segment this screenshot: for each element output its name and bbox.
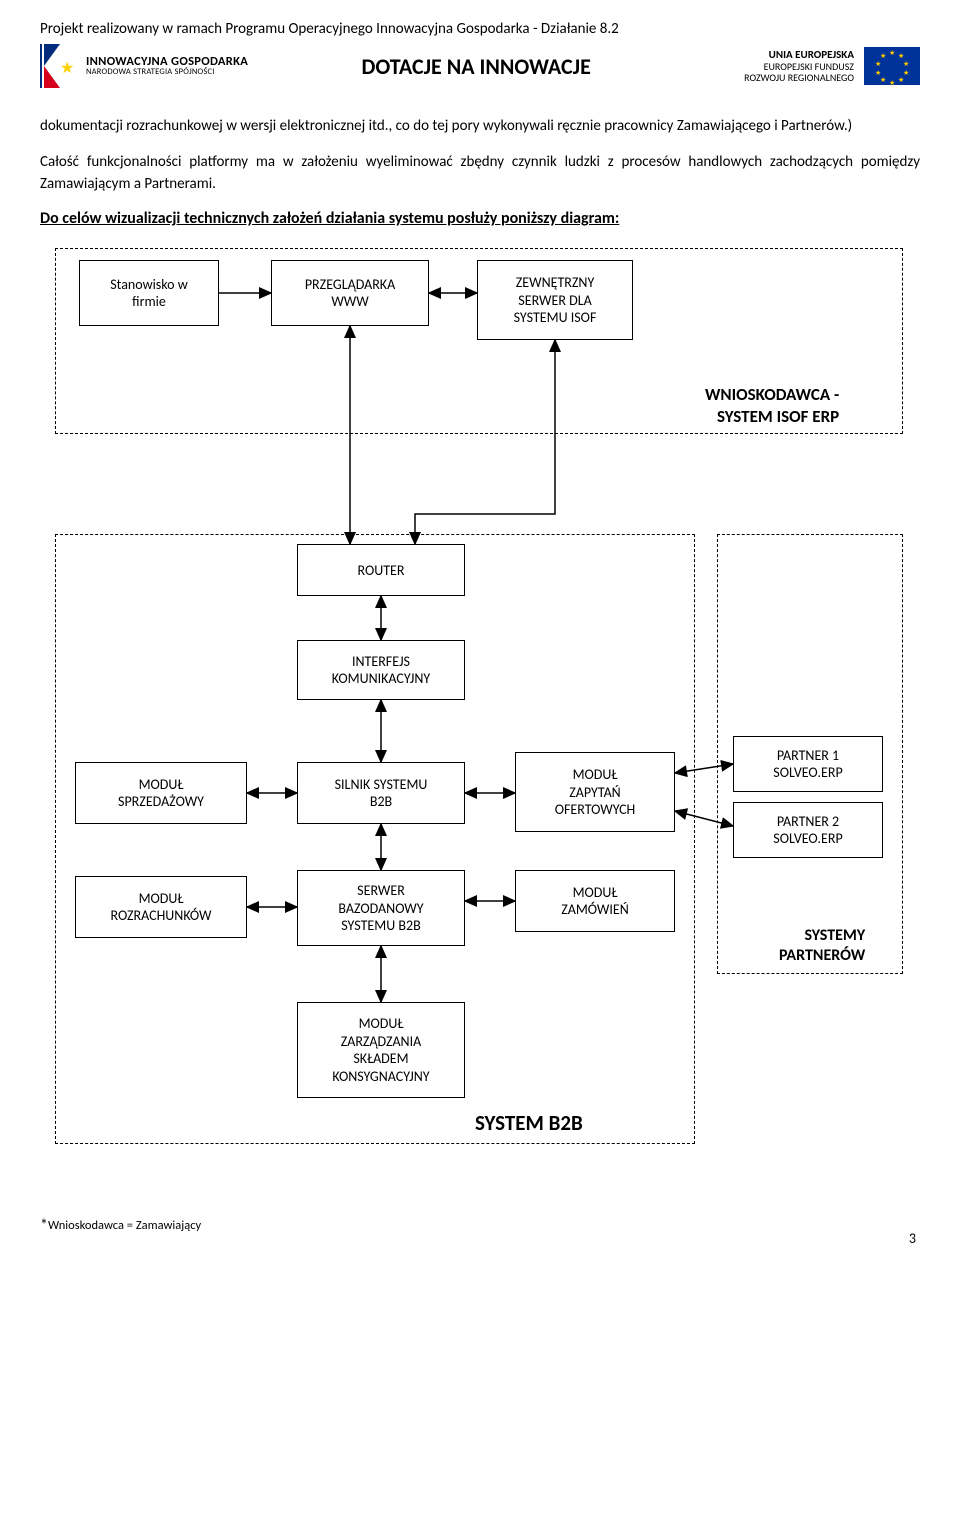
eu-l3: ROZWOJU REGIONALNEGO	[744, 72, 854, 83]
footnote-text: Wnioskodawca = Zamawiający	[48, 1218, 201, 1233]
eu-flag-icon: ★★ ★★ ★★ ★★ ★★	[864, 47, 920, 85]
node-zewserwer: ZEWNĘTRZNYSERWER DLASYSTEMU ISOF	[477, 260, 633, 340]
paragraph-1: dokumentacji rozrachunkowej w wersji ele…	[40, 116, 920, 138]
header-row: ★ INNOWACYJNA GOSPODARKA NARODOWA STRATE…	[40, 44, 920, 88]
ig-subtitle: NARODOWA STRATEGIA SPÓJNOŚCI	[86, 68, 248, 77]
node-mod_sprzed: MODUŁSPRZEDAŻOWY	[75, 762, 247, 824]
node-przegladarka: PRZEGLĄDARKAWWW	[271, 260, 429, 326]
edge-mod_zapytan-partner2	[675, 811, 733, 826]
node-partner1: PARTNER 1SOLVEO.ERP	[733, 736, 883, 792]
node-router: ROUTER	[297, 544, 465, 596]
node-serwer_baz: SERWERBAZODANOWYSYSTEMU B2B	[297, 870, 465, 946]
node-mod_konsyg: MODUŁZARZĄDZANIASKŁADEMKONSYGNACYJNY	[297, 1002, 465, 1098]
node-silnik: SILNIK SYSTEMUB2B	[297, 762, 465, 824]
paragraph-2: Całość funkcjonalności platformy ma w za…	[40, 152, 920, 196]
program-line: Projekt realizowany w ramach Programu Op…	[40, 20, 920, 38]
diagram-heading: Do celów wizualizacji technicznych założ…	[40, 209, 920, 228]
center-title: DOTACJE NA INNOWACJE	[361, 53, 590, 80]
edge-mod_zapytan-partner1	[675, 764, 733, 773]
eu-text: UNIA EUROPEJSKA EUROPEJSKI FUNDUSZ ROZWO…	[744, 49, 854, 83]
page-number: 3	[909, 1230, 916, 1247]
node-mod_zapytan: MODUŁZAPYTAŃOFERTOWYCH	[515, 752, 675, 832]
node-stanowisko: Stanowisko wfirmie	[79, 260, 219, 326]
edge-zewserwer-router	[415, 340, 555, 544]
ig-badge-icon: ★	[40, 44, 78, 88]
node-interfejs: INTERFEJSKOMUNIKACYJNY	[297, 640, 465, 700]
system-diagram: WNIOSKODAWCA -SYSTEM ISOF ERPSYSTEM B2BS…	[45, 246, 915, 1186]
ig-text: INNOWACYJNA GOSPODARKA NARODOWA STRATEGI…	[86, 55, 248, 77]
node-mod_rozrach: MODUŁROZRACHUNKÓW	[75, 876, 247, 938]
node-mod_zamowien: MODUŁZAMÓWIEŃ	[515, 870, 675, 932]
footnote: *Wnioskodawca = Zamawiający	[40, 1216, 920, 1235]
left-logo-block: ★ INNOWACYJNA GOSPODARKA NARODOWA STRATE…	[40, 44, 248, 88]
node-partner2: PARTNER 2SOLVEO.ERP	[733, 802, 883, 858]
diagram-edges	[45, 246, 915, 1186]
right-logo-block: UNIA EUROPEJSKA EUROPEJSKI FUNDUSZ ROZWO…	[744, 47, 920, 85]
